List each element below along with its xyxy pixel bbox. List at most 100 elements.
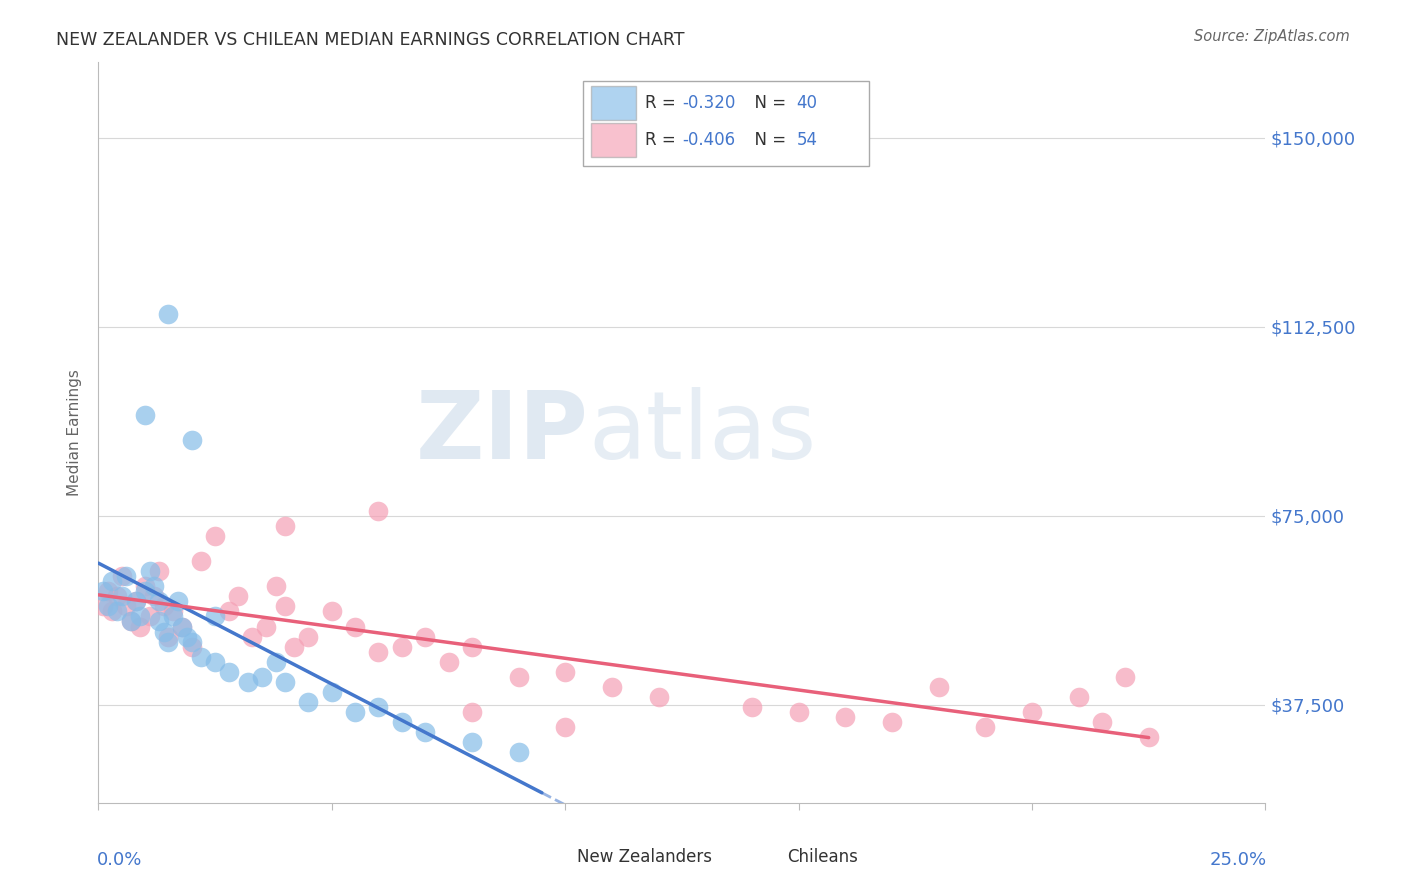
Point: [367, 700, 389, 714]
Point: [204, 655, 226, 669]
Text: R =: R =: [644, 131, 681, 149]
Point: [228, 590, 250, 604]
Point: [204, 529, 226, 543]
Text: -0.406: -0.406: [682, 131, 735, 149]
Point: [1137, 731, 1160, 745]
Point: [367, 504, 389, 518]
Point: [250, 670, 273, 684]
Point: [172, 619, 194, 633]
Point: [180, 640, 202, 654]
FancyBboxPatch shape: [582, 81, 869, 166]
Point: [176, 630, 198, 644]
Point: [1021, 705, 1043, 719]
Point: [190, 554, 212, 568]
Point: [218, 665, 240, 679]
Point: [152, 599, 174, 614]
Point: [162, 609, 184, 624]
Point: [264, 579, 287, 593]
Point: [157, 630, 180, 644]
Text: R =: R =: [644, 95, 681, 112]
Point: [297, 695, 319, 709]
Point: [101, 604, 124, 618]
Point: [391, 640, 413, 654]
Point: [190, 649, 212, 664]
Text: New Zealanders: New Zealanders: [576, 848, 711, 866]
Point: [741, 700, 763, 714]
Point: [143, 590, 166, 604]
Point: [236, 674, 259, 689]
Point: [297, 630, 319, 644]
Point: [157, 634, 180, 648]
Point: [264, 655, 287, 669]
Point: [148, 615, 170, 629]
Text: N =: N =: [744, 95, 792, 112]
Point: [274, 599, 297, 614]
Point: [274, 518, 297, 533]
Point: [180, 433, 202, 447]
Point: [218, 604, 240, 618]
Y-axis label: Median Earnings: Median Earnings: [67, 369, 83, 496]
Point: [105, 590, 128, 604]
Point: [242, 630, 264, 644]
Point: [554, 720, 576, 734]
Point: [321, 685, 343, 699]
Point: [120, 615, 142, 629]
Point: [129, 609, 152, 624]
Point: [105, 604, 128, 618]
Point: [152, 624, 174, 639]
Text: 54: 54: [796, 131, 817, 149]
Point: [120, 615, 142, 629]
Point: [162, 604, 184, 618]
Text: Chileans: Chileans: [787, 848, 858, 866]
Point: [143, 579, 166, 593]
Point: [461, 705, 484, 719]
Point: [180, 634, 202, 648]
Point: [274, 674, 297, 689]
Point: [157, 307, 180, 321]
FancyBboxPatch shape: [591, 123, 637, 157]
Point: [204, 609, 226, 624]
Text: 0.0%: 0.0%: [97, 851, 142, 869]
Point: [283, 640, 305, 654]
Point: [834, 710, 856, 724]
Point: [134, 579, 156, 593]
Point: [129, 619, 152, 633]
Point: [1067, 690, 1090, 704]
Point: [97, 599, 120, 614]
Text: ZIP: ZIP: [416, 386, 589, 479]
Point: [139, 564, 162, 578]
Point: [344, 705, 367, 719]
Point: [413, 725, 436, 739]
Point: [974, 720, 997, 734]
FancyBboxPatch shape: [737, 838, 776, 871]
Point: [172, 619, 194, 633]
Point: [787, 705, 810, 719]
Text: NEW ZEALANDER VS CHILEAN MEDIAN EARNINGS CORRELATION CHART: NEW ZEALANDER VS CHILEAN MEDIAN EARNINGS…: [56, 31, 685, 49]
Text: atlas: atlas: [589, 386, 817, 479]
Point: [166, 594, 188, 608]
Text: 40: 40: [796, 95, 817, 112]
Point: [91, 584, 114, 599]
Point: [101, 574, 124, 589]
Point: [880, 715, 903, 730]
Point: [367, 645, 389, 659]
Point: [461, 735, 484, 749]
Point: [508, 746, 530, 760]
FancyBboxPatch shape: [591, 87, 637, 120]
Point: [134, 584, 156, 599]
Point: [437, 655, 460, 669]
Point: [91, 599, 114, 614]
Point: [554, 665, 576, 679]
Point: [321, 604, 343, 618]
Point: [256, 619, 278, 633]
Text: 25.0%: 25.0%: [1209, 851, 1267, 869]
Point: [148, 564, 170, 578]
Point: [647, 690, 669, 704]
Point: [134, 408, 156, 422]
Point: [1114, 670, 1136, 684]
Point: [928, 680, 950, 694]
Point: [148, 594, 170, 608]
Point: [344, 619, 367, 633]
Point: [115, 599, 138, 614]
Point: [461, 640, 484, 654]
